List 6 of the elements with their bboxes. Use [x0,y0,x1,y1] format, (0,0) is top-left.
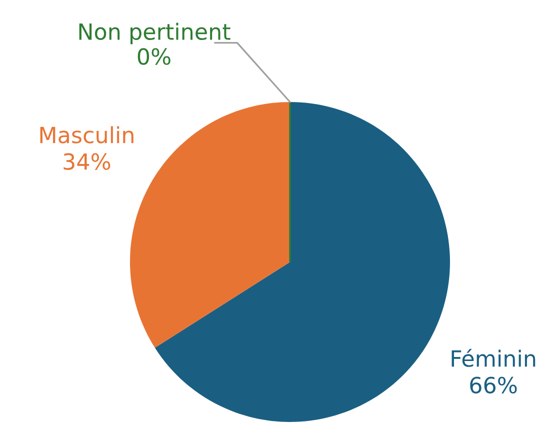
slice-label: Féminin [452,348,536,367]
data-label: 66% [470,376,517,394]
data-label: 34% [64,153,110,170]
category-label: Non pertinent [79,22,230,44]
text: 0% [138,48,170,65]
slice-label: Masculin [40,126,134,144]
